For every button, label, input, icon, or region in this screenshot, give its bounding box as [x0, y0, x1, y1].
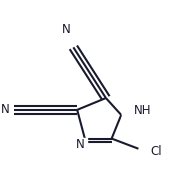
Text: N: N	[1, 103, 10, 116]
Bar	[122, 102, 145, 119]
Bar	[73, 138, 87, 151]
Text: NH: NH	[134, 104, 151, 117]
Bar	[143, 144, 159, 158]
Bar	[0, 103, 12, 117]
Text: N: N	[62, 23, 71, 36]
Text: Cl: Cl	[151, 145, 162, 158]
Bar	[60, 23, 73, 36]
Text: N: N	[76, 138, 84, 151]
